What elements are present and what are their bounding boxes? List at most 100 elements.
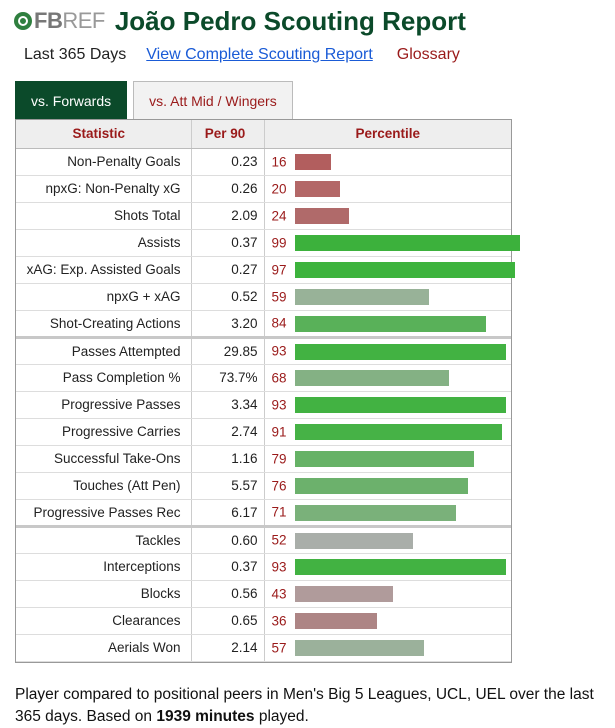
percentile-cell: 57: [264, 634, 511, 662]
percentile-cell: 93: [264, 553, 511, 581]
per90-value: 2.74: [191, 418, 265, 446]
footer-minutes: 1939 minutes: [156, 708, 255, 725]
stat-name: Touches (Att Pen): [16, 472, 192, 500]
percentile-cell: 79: [264, 445, 511, 473]
percentile-cell: 68: [264, 364, 511, 392]
percentile-value: 20: [271, 181, 287, 196]
stat-name: Blocks: [16, 580, 192, 608]
header-percentile[interactable]: Percentile: [264, 120, 511, 149]
per90-value: 6.17: [191, 499, 265, 527]
header-statistic[interactable]: Statistic: [16, 120, 192, 149]
per90-value: 1.16: [191, 445, 265, 473]
table-row: Progressive Passes Rec 6.17 71: [16, 499, 511, 527]
percentile-bar: [294, 261, 515, 278]
per90-value: 0.37: [191, 553, 265, 581]
stat-name: Shot-Creating Actions: [16, 310, 192, 338]
percentile-bar: [294, 396, 506, 413]
table-row: Clearances 0.65 36: [16, 607, 511, 635]
stat-name: Shots Total: [16, 202, 192, 230]
percentile-bar: [294, 558, 506, 575]
header-per90[interactable]: Per 90: [191, 120, 265, 149]
percentile-bar: [294, 153, 331, 170]
percentile-value: 93: [271, 397, 287, 412]
percentile-value: 76: [271, 478, 287, 493]
table-row: Successful Take-Ons 1.16 79: [16, 445, 511, 473]
stat-name: Successful Take-Ons: [16, 445, 192, 473]
percentile-value: 93: [271, 559, 287, 574]
per90-value: 0.65: [191, 607, 265, 635]
per90-value: 3.34: [191, 391, 265, 419]
per90-value: 0.27: [191, 256, 265, 284]
stat-name: Pass Completion %: [16, 364, 192, 392]
percentile-bar: [294, 315, 486, 332]
table-row: Shot-Creating Actions 3.20 84: [16, 310, 511, 338]
percentile-cell: 91: [264, 418, 511, 446]
logo-text-ref: REF: [62, 8, 105, 33]
stat-name: Interceptions: [16, 553, 192, 581]
per90-value: 0.37: [191, 229, 265, 257]
stat-name: Assists: [16, 229, 192, 257]
glossary-link[interactable]: Glossary: [396, 46, 460, 63]
percentile-cell: 99: [264, 229, 520, 257]
percentile-value: 84: [271, 315, 287, 331]
percentile-cell: 71: [264, 499, 511, 527]
per90-value: 5.57: [191, 472, 265, 500]
percentile-cell: 24: [264, 202, 511, 230]
stat-name: Clearances: [16, 607, 192, 635]
stat-name: xAG: Exp. Assisted Goals: [16, 256, 192, 284]
table-row: Blocks 0.56 43: [16, 580, 511, 608]
stat-name: Progressive Passes: [16, 391, 192, 419]
percentile-cell: 93: [264, 391, 511, 419]
table-row: npxG: Non-Penalty xG 0.26 20: [16, 175, 511, 203]
percentile-bar: [294, 477, 468, 494]
title-row: FB REF João Pedro Scouting Report: [14, 4, 466, 38]
table-row: Progressive Carries 2.74 91: [16, 418, 511, 446]
percentile-bar: [294, 450, 474, 467]
table-row: Pass Completion % 73.7% 68: [16, 364, 511, 392]
percentile-value: 24: [271, 208, 287, 223]
tab-vs-att-mid-wingers[interactable]: vs. Att Mid / Wingers: [133, 81, 293, 119]
table-row: Assists 0.37 99: [16, 229, 520, 257]
percentile-value: 16: [271, 154, 287, 169]
percentile-value: 93: [271, 343, 287, 359]
stat-name: npxG + xAG: [16, 283, 192, 311]
percentile-bar: [294, 288, 429, 305]
scouting-table: Statistic Per 90 Percentile Non-Penalty …: [15, 119, 520, 663]
table-row: npxG + xAG 0.52 59: [16, 283, 511, 311]
per90-value: 29.85: [191, 335, 265, 365]
stat-name: Progressive Passes Rec: [16, 499, 192, 527]
percentile-value: 99: [271, 235, 287, 250]
percentile-cell: 84: [264, 310, 511, 338]
tab-vs-forwards[interactable]: vs. Forwards: [15, 81, 128, 119]
percentile-value: 59: [271, 289, 287, 304]
percentile-cell: 43: [264, 580, 511, 608]
per90-value: 3.20: [191, 310, 265, 338]
table-row: Aerials Won 2.14 57: [16, 634, 511, 662]
stat-name: Tackles: [16, 524, 192, 554]
per90-value: 0.26: [191, 175, 265, 203]
fbref-logo[interactable]: FB REF: [14, 8, 105, 34]
logo-text-fb: FB: [34, 8, 63, 33]
stat-name: npxG: Non-Penalty xG: [16, 175, 192, 203]
percentile-value: 71: [271, 504, 287, 520]
percentile-cell: 59: [264, 283, 511, 311]
stat-name: Aerials Won: [16, 634, 192, 662]
table-row: xAG: Exp. Assisted Goals 0.27 97: [16, 256, 515, 284]
table-row: Non-Penalty Goals 0.23 16: [16, 148, 511, 176]
percentile-value: 97: [271, 262, 287, 277]
subnav: Last 365 Days View Complete Scouting Rep…: [24, 46, 460, 64]
logo-mark-icon: [14, 12, 32, 30]
footer-text-before: Player compared to positional peers in M…: [15, 686, 594, 725]
per90-value: 0.60: [191, 524, 265, 554]
percentile-cell: 36: [264, 607, 511, 635]
footer-text-after: played.: [254, 708, 309, 725]
percentile-bar: [294, 234, 520, 251]
complete-report-link[interactable]: View Complete Scouting Report: [146, 46, 373, 63]
table-row: Passes Attempted 29.85 93: [16, 335, 511, 365]
table-row: Tackles 0.60 52: [16, 524, 511, 554]
table-row: Touches (Att Pen) 5.57 76: [16, 472, 511, 500]
percentile-cell: 52: [264, 524, 511, 554]
percentile-bar: [294, 343, 506, 360]
period-label: Last 365 Days: [24, 46, 127, 63]
position-tabs: vs. Forwards vs. Att Mid / Wingers: [15, 81, 299, 119]
